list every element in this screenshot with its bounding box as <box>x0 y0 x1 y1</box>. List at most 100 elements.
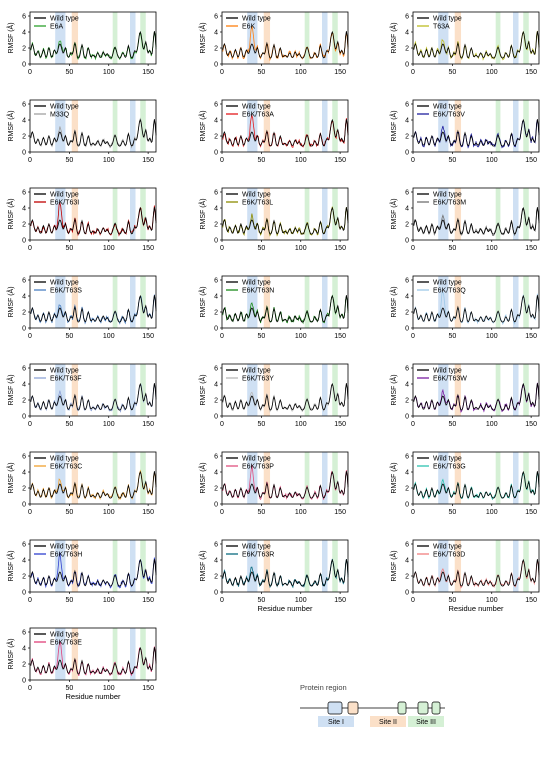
x-tick-label: 150 <box>334 509 346 516</box>
y-tick-label: 2 <box>214 398 218 405</box>
region-band <box>332 188 338 240</box>
plot-frame <box>29 11 157 65</box>
legend-label-mutant: T63A <box>433 24 450 31</box>
x-tick-label: 150 <box>334 157 346 164</box>
x-tick-label: 100 <box>103 69 115 76</box>
x-tick-label: 50 <box>65 157 73 164</box>
x-tick-label: 0 <box>28 597 32 604</box>
y-tick-label: 0 <box>405 502 409 509</box>
x-tick-label: 50 <box>257 597 265 604</box>
y-axis-label: RMSF (Å) <box>389 462 398 493</box>
region-band <box>112 628 118 680</box>
mutant-line <box>30 640 157 677</box>
wild-type-line <box>413 206 540 235</box>
y-tick-label: 4 <box>405 206 409 213</box>
region-band <box>140 364 146 416</box>
y-tick-label: 2 <box>22 486 26 493</box>
region-band <box>71 188 79 240</box>
plot-frame <box>221 451 349 505</box>
wild-type-line <box>222 206 349 235</box>
site-label: Site II <box>379 719 397 726</box>
plot-frame <box>412 539 540 593</box>
site-label-box <box>370 716 406 727</box>
region-band <box>55 540 66 592</box>
y-axis-label: RMSF (Å) <box>198 22 207 53</box>
plot-frame <box>29 187 157 241</box>
y-axis-label: RMSF (Å) <box>198 374 207 405</box>
region-band <box>55 364 66 416</box>
x-tick-label: 0 <box>220 509 224 516</box>
y-tick-label: 4 <box>405 30 409 37</box>
y-tick-label: 4 <box>214 558 218 565</box>
region-band <box>438 364 449 416</box>
x-tick-label: 150 <box>525 245 537 252</box>
legend-label-mutant: E6K/T63A <box>242 112 274 119</box>
y-axis-label: RMSF (Å) <box>389 22 398 53</box>
plot-frame <box>221 99 349 153</box>
legend-label-wild-type: Wild type <box>50 280 79 287</box>
y-tick-label: 4 <box>22 30 26 37</box>
y-tick-label: 2 <box>22 46 26 53</box>
y-tick-label: 0 <box>22 414 26 421</box>
legend-label-mutant: E6K/T63Y <box>242 376 274 383</box>
y-tick-label: 0 <box>405 62 409 69</box>
region-band <box>304 100 310 152</box>
mutant-line <box>30 201 157 237</box>
x-tick-label: 100 <box>295 509 307 516</box>
mutant-line <box>222 383 349 413</box>
x-tick-label: 150 <box>142 245 154 252</box>
y-tick-label: 2 <box>405 574 409 581</box>
region-band <box>454 188 462 240</box>
region-band <box>495 100 501 152</box>
x-tick-label: 50 <box>448 509 456 516</box>
y-tick-label: 2 <box>22 310 26 317</box>
y-tick-label: 4 <box>22 118 26 125</box>
y-tick-label: 6 <box>22 190 26 197</box>
y-tick-label: 0 <box>214 502 218 509</box>
y-tick-label: 6 <box>22 14 26 21</box>
y-tick-label: 2 <box>214 222 218 229</box>
region-band <box>322 100 328 152</box>
region-band <box>454 12 462 64</box>
plot-frame <box>221 539 349 593</box>
x-tick-label: 50 <box>65 685 73 692</box>
x-tick-label: 50 <box>257 69 265 76</box>
region-band <box>55 452 66 504</box>
x-tick-label: 50 <box>448 421 456 428</box>
region-band <box>247 540 258 592</box>
y-tick-label: 2 <box>214 310 218 317</box>
y-tick-label: 6 <box>214 542 218 549</box>
y-tick-label: 0 <box>405 238 409 245</box>
plot-frame <box>221 187 349 241</box>
x-tick-label: 50 <box>448 597 456 604</box>
legend-label-wild-type: Wild type <box>433 368 462 375</box>
x-tick-label: 0 <box>28 685 32 692</box>
x-tick-label: 100 <box>486 597 498 604</box>
x-tick-label: 100 <box>295 157 307 164</box>
y-axis-label: RMSF (Å) <box>6 374 15 405</box>
region-band <box>332 452 338 504</box>
site-label: Site I <box>328 719 344 726</box>
site-label-box <box>408 716 444 727</box>
y-tick-label: 6 <box>22 366 26 373</box>
plot-frame <box>29 451 157 505</box>
wild-type-line <box>30 294 157 323</box>
x-tick-label: 100 <box>486 157 498 164</box>
y-tick-label: 6 <box>214 190 218 197</box>
region-band <box>438 12 449 64</box>
x-tick-label: 50 <box>65 509 73 516</box>
y-tick-label: 0 <box>22 678 26 685</box>
wild-type-line <box>30 206 157 235</box>
site-label: Site III <box>416 719 436 726</box>
wild-type-line <box>222 30 349 59</box>
x-tick-label: 0 <box>28 69 32 76</box>
region-band <box>263 364 271 416</box>
y-tick-label: 4 <box>405 118 409 125</box>
legend-label-mutant: E6A <box>50 24 64 31</box>
region-band <box>71 12 79 64</box>
legend-label-wild-type: Wild type <box>242 104 271 111</box>
